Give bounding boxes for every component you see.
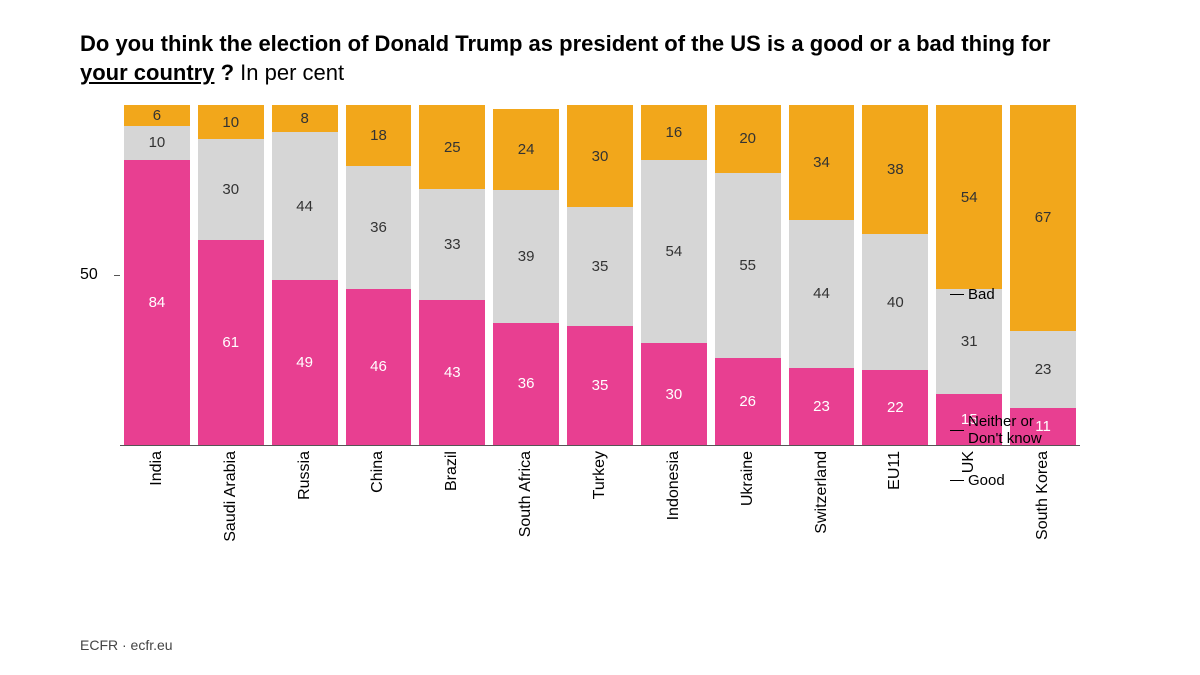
bar-india: 61084 — [124, 105, 190, 445]
seg-good: 61 — [198, 240, 264, 445]
seg-good: 26 — [715, 358, 781, 446]
bar-switzerland: 344423 — [789, 105, 855, 445]
x-label: China — [346, 445, 412, 535]
seg-neither: 39 — [493, 190, 559, 323]
x-label: Ukraine — [715, 445, 781, 535]
page: Do you think the election of Donald Trum… — [0, 0, 1200, 675]
legend: Bad Neither or Don't know Good — [968, 215, 1068, 510]
x-label: Turkey — [567, 445, 633, 535]
bar-brazil: 253343 — [419, 105, 485, 445]
x-label: Indonesia — [641, 445, 707, 535]
legend-good: Good — [968, 472, 1005, 489]
seg-neither: 33 — [419, 189, 485, 300]
credit-line: ECFR · ecfr.eu — [80, 637, 173, 653]
seg-neither: 40 — [862, 234, 928, 370]
y-tick-50: 50 — [80, 266, 98, 284]
seg-bad: 16 — [641, 105, 707, 159]
seg-good: 84 — [124, 160, 190, 446]
chart-plot-area: 6108410306184449183646253343243936303535… — [120, 105, 1080, 446]
bar-indonesia: 165430 — [641, 105, 707, 445]
seg-good: 49 — [272, 280, 338, 445]
seg-neither: 44 — [272, 132, 338, 280]
bar-eu11: 384022 — [862, 105, 928, 445]
seg-bad: 6 — [124, 105, 190, 125]
x-axis-labels: IndiaSaudi ArabiaRussiaChinaBrazilSouth … — [120, 445, 1080, 535]
seg-bad: 20 — [715, 105, 781, 172]
x-label: India — [124, 445, 190, 535]
seg-neither: 30 — [198, 139, 264, 240]
chart: 50 6108410306184449183646253343243936303… — [80, 105, 1080, 535]
x-label: Brazil — [419, 445, 485, 535]
x-label: EU11 — [862, 445, 928, 535]
bar-russia: 84449 — [272, 105, 338, 445]
legend-bad: Bad — [968, 286, 995, 303]
x-label: Saudi Arabia — [198, 445, 264, 535]
bar-south-africa: 243936 — [493, 105, 559, 445]
seg-bad: 25 — [419, 105, 485, 189]
seg-good: 35 — [567, 326, 633, 445]
x-label: Switzerland — [789, 445, 855, 535]
title-suffix-bold: ? — [214, 60, 240, 85]
seg-neither: 36 — [346, 166, 412, 288]
y-tick-label: 50 — [80, 266, 98, 283]
x-label: Russia — [272, 445, 338, 535]
seg-neither: 35 — [567, 207, 633, 326]
seg-good: 36 — [493, 323, 559, 445]
chart-title: Do you think the election of Donald Trum… — [80, 30, 1060, 87]
seg-good: 46 — [346, 289, 412, 445]
bar-china: 183646 — [346, 105, 412, 445]
seg-neither: 10 — [124, 126, 190, 160]
title-suffix: In per cent — [240, 60, 344, 85]
title-prefix: Do you think the election of Donald Trum… — [80, 31, 1051, 56]
seg-good: 30 — [641, 343, 707, 445]
title-underlined: your country — [80, 60, 214, 85]
seg-bad: 18 — [346, 105, 412, 166]
bar-saudi-arabia: 103061 — [198, 105, 264, 445]
seg-neither: 55 — [715, 173, 781, 358]
seg-bad: 38 — [862, 105, 928, 234]
legend-neither: Neither or Don't know — [968, 413, 1042, 448]
seg-bad: 10 — [198, 105, 264, 139]
seg-bad: 24 — [493, 109, 559, 191]
seg-good: 23 — [789, 368, 855, 445]
seg-good: 43 — [419, 300, 485, 445]
x-label: South Africa — [493, 445, 559, 535]
seg-bad: 8 — [272, 105, 338, 132]
seg-good: 22 — [862, 370, 928, 445]
bar-ukraine: 205526 — [715, 105, 781, 445]
seg-bad: 34 — [789, 105, 855, 219]
seg-neither: 44 — [789, 220, 855, 368]
seg-bad: 30 — [567, 105, 633, 207]
seg-neither: 54 — [641, 160, 707, 344]
bar-turkey: 303535 — [567, 105, 633, 445]
